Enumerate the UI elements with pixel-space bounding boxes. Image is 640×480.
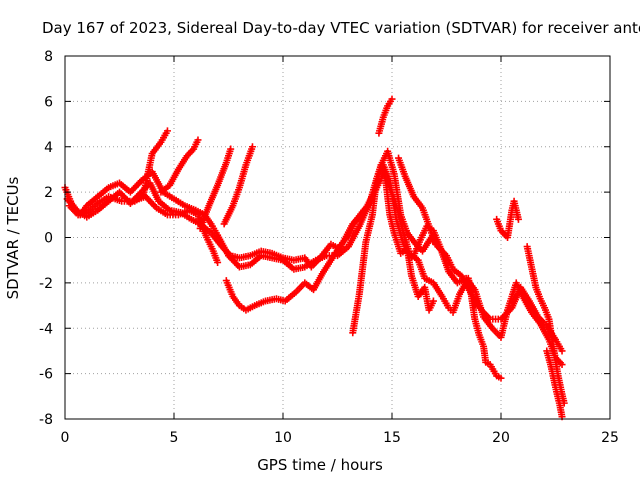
series-track-14 xyxy=(523,243,568,407)
x-tick-label: 0 xyxy=(61,430,70,446)
data-point xyxy=(163,127,171,135)
data-point xyxy=(514,215,522,223)
series-track-9 xyxy=(349,161,437,337)
x-tick-label: 10 xyxy=(274,430,292,446)
data-point xyxy=(214,258,222,266)
series-track-13 xyxy=(466,286,505,382)
x-tick-label: 15 xyxy=(383,430,401,446)
data-point xyxy=(432,240,440,248)
y-tick-label: -2 xyxy=(39,276,53,292)
series-track-10 xyxy=(375,95,396,137)
series-track-15 xyxy=(543,347,566,421)
y-tick-label: -4 xyxy=(39,321,53,337)
series-track-11 xyxy=(395,154,440,248)
data-point xyxy=(388,95,396,103)
chart-title: Day 167 of 2023, Sidereal Day-to-day VTE… xyxy=(42,19,640,37)
x-tick-label: 25 xyxy=(601,430,619,446)
x-tick-label: 20 xyxy=(492,430,510,446)
grid xyxy=(65,56,610,419)
data-point xyxy=(429,297,437,305)
x-tick-label: 5 xyxy=(170,430,179,446)
series-track-7 xyxy=(196,145,235,232)
data-series xyxy=(61,95,568,421)
y-tick-label: 6 xyxy=(44,94,53,110)
data-point xyxy=(248,143,256,151)
series-track-12 xyxy=(493,197,522,241)
data-point xyxy=(558,347,566,355)
data-point xyxy=(194,136,202,144)
series-track-8 xyxy=(220,143,256,228)
series-track-3 xyxy=(65,193,222,266)
axis-ticks: 0 5 10 15 20 25 -8 -6 -4 -2 0 2 4 6 8 xyxy=(39,49,619,446)
series-track-5 xyxy=(131,127,171,205)
y-tick-label: 2 xyxy=(44,185,53,201)
y-tick-label: 4 xyxy=(44,140,53,156)
y-tick-label: 8 xyxy=(44,49,53,65)
data-point xyxy=(497,374,505,382)
x-axis-label: GPS time / hours xyxy=(257,456,383,474)
y-tick-label: -8 xyxy=(39,412,53,428)
y-axis-label: SDTVAR / TECUs xyxy=(4,176,22,300)
y-tick-label: 0 xyxy=(44,231,53,247)
y-tick-label: -6 xyxy=(39,367,53,383)
series-track-6 xyxy=(157,136,202,196)
data-point xyxy=(227,145,235,153)
